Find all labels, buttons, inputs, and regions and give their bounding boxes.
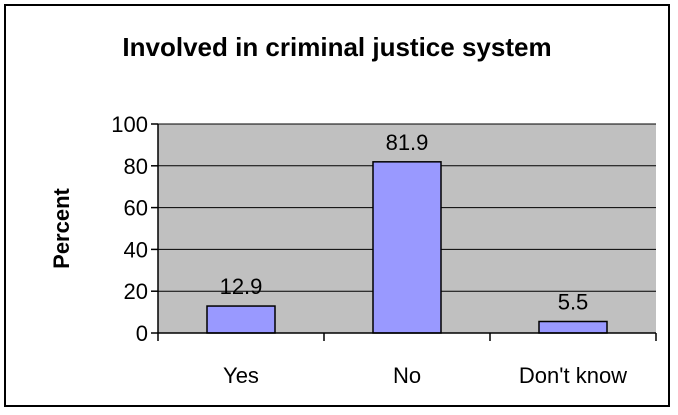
x-tick-label: Don't know [519,363,627,388]
y-tick-label: 100 [111,112,148,137]
axes [157,124,657,341]
y-tick-label: 80 [124,154,148,179]
chart-title: Involved in criminal justice system [122,32,552,62]
data-label: 5.5 [558,290,589,315]
bar-2 [538,320,608,334]
bar-0 [206,305,276,334]
y-ticks: 0 20 40 60 80 100 [111,112,158,346]
bar-1 [372,161,442,334]
data-label: 12.9 [220,274,263,299]
y-tick-label: 60 [124,196,148,221]
data-labels: 12.9 81.9 5.5 [220,130,589,315]
x-tick-label: Yes [223,363,259,388]
y-tick-label: 20 [124,279,148,304]
y-axis-label: Percent [49,187,74,268]
y-tick-label: 0 [136,321,148,346]
x-tick-label: No [393,363,421,388]
y-tick-label: 40 [124,237,148,262]
bars [206,161,608,334]
data-label: 81.9 [386,130,429,155]
x-ticks: Yes No Don't know [223,363,627,388]
